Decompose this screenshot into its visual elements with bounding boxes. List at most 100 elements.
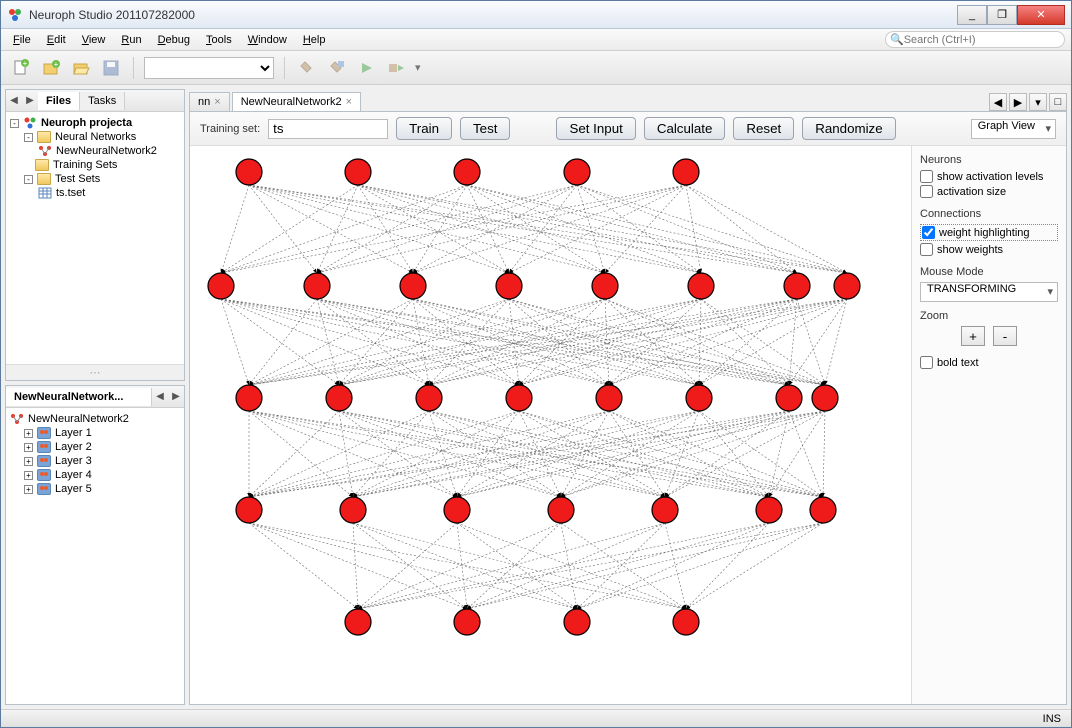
neuron-node[interactable]	[326, 385, 352, 411]
nav-layer[interactable]: +Layer 4	[10, 468, 180, 482]
neuron-node[interactable]	[564, 159, 590, 185]
neuron-node[interactable]	[686, 385, 712, 411]
scroll-right-icon[interactable]: ▶	[22, 93, 38, 109]
scroll-left-icon[interactable]: ◀	[6, 93, 22, 109]
neuron-node[interactable]	[236, 159, 262, 185]
search-input[interactable]	[904, 34, 1060, 46]
tree-test-item[interactable]: ts.tset	[10, 186, 180, 200]
neuron-node[interactable]	[834, 273, 860, 299]
tree-project-root[interactable]: -Neuroph projecta	[10, 116, 180, 130]
menu-tools[interactable]: Tools	[200, 32, 238, 48]
config-combo[interactable]	[144, 57, 274, 79]
neuron-node[interactable]	[454, 159, 480, 185]
view-mode-select[interactable]: Graph View	[971, 119, 1056, 139]
quick-search[interactable]: 🔍	[885, 31, 1065, 48]
debug-run-button[interactable]	[385, 56, 409, 80]
tab-nav-left[interactable]: ◀	[989, 93, 1007, 111]
editor-tab-newnn2[interactable]: NewNeuralNetwork2×	[232, 92, 361, 111]
bold-text-checkbox[interactable]: bold text	[920, 356, 1058, 369]
randomize-button[interactable]: Randomize	[802, 117, 895, 140]
neuron-node[interactable]	[236, 497, 262, 523]
maximize-button[interactable]: ❐	[987, 5, 1017, 25]
neuron-node[interactable]	[506, 385, 532, 411]
close-tab-icon[interactable]: ×	[346, 96, 352, 108]
tab-nav-maximize[interactable]: □	[1049, 93, 1067, 111]
save-button[interactable]	[99, 56, 123, 80]
activation-size-checkbox[interactable]: activation size	[920, 185, 1058, 198]
build-button[interactable]	[295, 56, 319, 80]
zoom-out-button[interactable]: -	[993, 326, 1017, 346]
nav-layer[interactable]: +Layer 1	[10, 426, 180, 440]
neuron-node[interactable]	[345, 159, 371, 185]
neuron-node[interactable]	[596, 385, 622, 411]
nav-layer[interactable]: +Layer 2	[10, 440, 180, 454]
set-input-button[interactable]: Set Input	[556, 117, 635, 140]
menu-help[interactable]: Help	[297, 32, 332, 48]
nav-root[interactable]: NewNeuralNetwork2	[10, 412, 180, 426]
neuron-node[interactable]	[340, 497, 366, 523]
menu-window[interactable]: Window	[242, 32, 293, 48]
nav-scroll-left[interactable]: ◀	[152, 389, 168, 405]
zoom-in-button[interactable]: +	[961, 326, 985, 346]
tab-nav-dropdown[interactable]: ▾	[1029, 93, 1047, 111]
minimize-button[interactable]: _	[957, 5, 987, 25]
neuron-node[interactable]	[812, 385, 838, 411]
show-activation-checkbox[interactable]: show activation levels	[920, 170, 1058, 183]
open-button[interactable]	[69, 56, 93, 80]
training-set-input[interactable]	[268, 119, 388, 139]
tree-test-folder[interactable]: -Test Sets	[10, 172, 180, 186]
nav-layer[interactable]: +Layer 3	[10, 454, 180, 468]
neuron-node[interactable]	[416, 385, 442, 411]
tab-tasks[interactable]: Tasks	[80, 92, 125, 110]
neuron-node[interactable]	[776, 385, 802, 411]
train-button[interactable]: Train	[396, 117, 452, 140]
new-file-button[interactable]: +	[9, 56, 33, 80]
neuron-node[interactable]	[756, 497, 782, 523]
menu-edit[interactable]: Edit	[41, 32, 72, 48]
neuron-node[interactable]	[592, 273, 618, 299]
menu-debug[interactable]: Debug	[152, 32, 196, 48]
neuron-node[interactable]	[236, 385, 262, 411]
neuron-node[interactable]	[345, 609, 371, 635]
run-button[interactable]	[355, 56, 379, 80]
projects-hscroll[interactable]: ⋯	[6, 364, 184, 380]
close-tab-icon[interactable]: ×	[214, 96, 220, 108]
nav-layer[interactable]: +Layer 5	[10, 482, 180, 496]
editor-tab-nn[interactable]: nn×	[189, 92, 230, 111]
neuron-node[interactable]	[688, 273, 714, 299]
tree-ts-folder[interactable]: Training Sets	[10, 158, 180, 172]
neuron-node[interactable]	[652, 497, 678, 523]
neuron-node[interactable]	[548, 497, 574, 523]
weight-highlighting-checkbox[interactable]: weight highlighting	[920, 224, 1058, 241]
graph-canvas-scroll[interactable]	[190, 146, 911, 704]
mouse-mode-select[interactable]: TRANSFORMING	[920, 282, 1058, 302]
reset-button[interactable]: Reset	[733, 117, 794, 140]
tree-nn-folder[interactable]: -Neural Networks	[10, 130, 180, 144]
neuron-node[interactable]	[304, 273, 330, 299]
neuron-node[interactable]	[784, 273, 810, 299]
neuron-node[interactable]	[454, 609, 480, 635]
neuron-node[interactable]	[208, 273, 234, 299]
neuron-node[interactable]	[444, 497, 470, 523]
tree-nn-item[interactable]: NewNeuralNetwork2	[10, 144, 180, 158]
menu-file[interactable]: File	[7, 32, 37, 48]
calculate-button[interactable]: Calculate	[644, 117, 726, 140]
clean-build-button[interactable]	[325, 56, 349, 80]
navigator-tree[interactable]: NewNeuralNetwork2 +Layer 1+Layer 2+Layer…	[6, 408, 184, 704]
show-weights-checkbox[interactable]: show weights	[920, 243, 1058, 256]
tab-files[interactable]: Files	[38, 92, 80, 110]
network-graph[interactable]	[190, 146, 890, 686]
neuron-node[interactable]	[564, 609, 590, 635]
neuron-node[interactable]	[400, 273, 426, 299]
project-tree[interactable]: -Neuroph projecta -Neural Networks NewNe…	[6, 112, 184, 364]
test-button[interactable]: Test	[460, 117, 510, 140]
menu-run[interactable]: Run	[115, 32, 147, 48]
neuron-node[interactable]	[496, 273, 522, 299]
neuron-node[interactable]	[673, 609, 699, 635]
tab-nav-right[interactable]: ▶	[1009, 93, 1027, 111]
neuron-node[interactable]	[810, 497, 836, 523]
close-button[interactable]: ✕	[1017, 5, 1065, 25]
new-project-button[interactable]: +	[39, 56, 63, 80]
menu-view[interactable]: View	[76, 32, 112, 48]
neuron-node[interactable]	[673, 159, 699, 185]
